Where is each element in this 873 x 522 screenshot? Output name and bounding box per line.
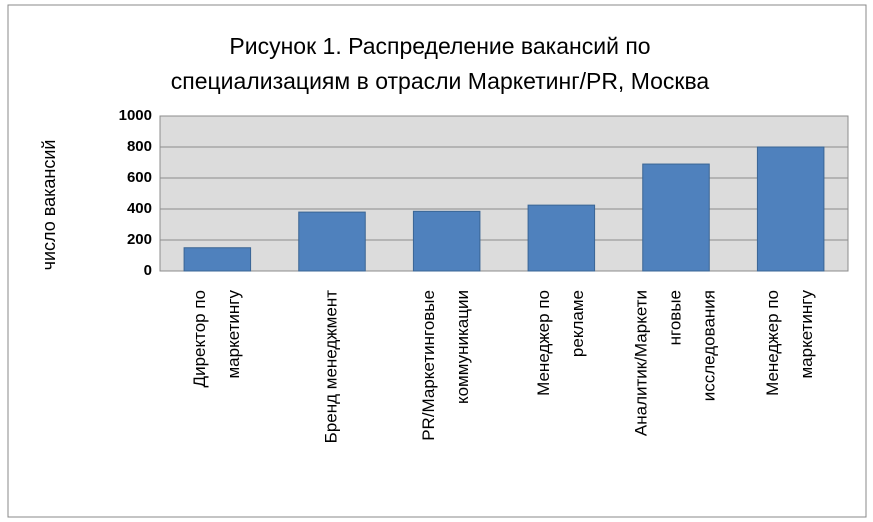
y-tick-label: 200 xyxy=(127,231,152,248)
y-tick-label: 600 xyxy=(127,169,152,186)
x-tick-label: Аналитик/Маркети xyxy=(631,290,650,436)
y-axis-label: число вакансий xyxy=(39,140,59,271)
x-tick-label: Бренд менеджмент xyxy=(321,290,340,444)
x-tick-label: рекламе xyxy=(568,290,587,357)
bar xyxy=(527,204,596,272)
plot-area xyxy=(159,115,849,272)
bar xyxy=(183,247,252,272)
x-tick-label: коммуникации xyxy=(453,290,472,404)
bar xyxy=(412,210,481,272)
bar xyxy=(642,163,710,272)
chart-title: Рисунок 1. Распределение вакансий по xyxy=(229,33,650,59)
y-tick-label: 400 xyxy=(127,200,152,217)
x-tick-label: маркетингу xyxy=(797,290,816,379)
x-tick-label: нговые xyxy=(665,290,684,345)
x-tick-label: PR/Маркетинговые xyxy=(419,290,438,441)
x-tick-label: Директор по xyxy=(190,290,209,387)
x-tick-label: маркетингу xyxy=(224,290,243,379)
y-tick-label: 800 xyxy=(127,138,152,155)
x-tick-label: исследования xyxy=(699,290,718,401)
y-tick-label: 0 xyxy=(144,262,152,279)
bar xyxy=(756,146,825,272)
y-tick-label: 1000 xyxy=(119,107,152,124)
x-tick-label: Менеджер по xyxy=(534,290,553,396)
bar xyxy=(298,211,366,272)
chart-title: специализациям в отрасли Маркетинг/PR, М… xyxy=(171,68,710,94)
x-tick-label: Менеджер по xyxy=(763,290,782,396)
